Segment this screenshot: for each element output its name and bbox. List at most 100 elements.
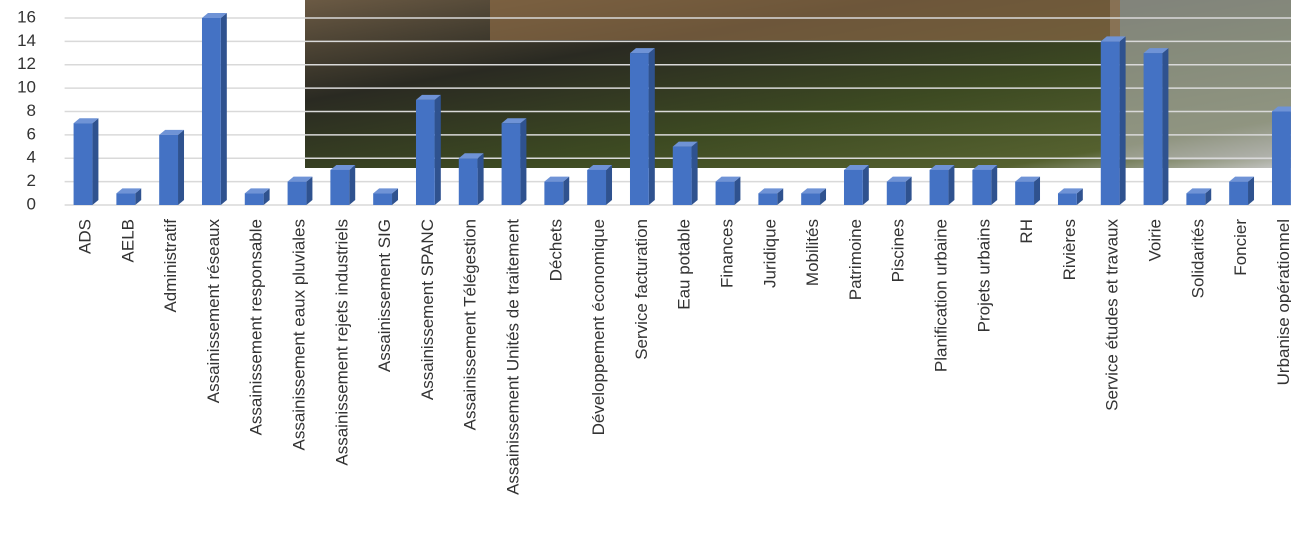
x-tick-label: Patrimoine [846,219,865,300]
bar-side [1248,176,1255,205]
bar-side [92,118,99,205]
y-tick-label: 8 [27,101,36,120]
bar-side [820,188,827,205]
bar [843,169,863,205]
x-tick-label: Planification urbaine [931,219,950,372]
bar-side [991,164,998,205]
x-tick-label: AELB [118,219,137,262]
bar-top [501,118,527,124]
bar-side [1162,48,1169,205]
bar-top [929,164,955,170]
x-tick-label: Déchets [546,219,565,281]
bar [587,169,607,205]
bar [1057,193,1077,205]
bar-top [843,164,869,170]
bar-top [458,153,484,159]
bar [929,169,949,205]
bar [629,53,649,205]
bar-side [948,164,955,205]
bar [373,193,393,205]
bar [415,99,435,205]
bar [159,134,179,205]
y-tick-label: 10 [17,78,36,97]
bar [1271,111,1291,205]
x-tick-label: Service facturation [632,219,651,360]
bar-side [1034,176,1041,205]
bar-top [544,176,570,182]
x-tick-label: Assainissement Télégestion [461,219,480,430]
y-tick-label: 12 [17,54,36,73]
bar-top [1143,48,1169,54]
bar-top [373,188,399,194]
bar-side [178,129,185,205]
bar-top [330,164,356,170]
bar [758,193,778,205]
bar-top [1229,176,1255,182]
x-tick-label: Juridique [760,219,779,288]
bar-top [972,164,998,170]
bar-top [1100,36,1126,42]
x-tick-label: ADS [75,219,94,254]
background-photo-fence [490,0,1120,40]
bar-top [715,176,741,182]
x-tick-label: Urbanise opérationnel [1274,219,1291,385]
x-tick-label: Solidarités [1188,219,1207,298]
bar-side [777,188,784,205]
background-photo-wall [1110,0,1291,160]
bar-top [244,188,270,194]
x-tick-label: Assainissement Unités de traitement [503,219,522,495]
x-tick-label: Assainissement responsable [247,219,266,435]
bar-side [392,188,399,205]
bar [201,18,221,205]
bar-side [1119,36,1126,205]
x-tick-label: Service études et travaux [1103,219,1122,411]
y-tick-label: 2 [27,171,36,190]
bar [287,181,307,205]
bar-top [73,118,99,124]
bar [715,181,735,205]
bar-top [672,141,698,147]
bar-top [758,188,784,194]
x-tick-label: Piscines [889,219,908,282]
bar [1143,53,1163,205]
bar-top [287,176,313,182]
bar-side [306,176,313,205]
bar [458,158,478,205]
x-tick-label: Foncier [1231,219,1250,276]
bar [1229,181,1249,205]
y-tick-label: 4 [27,148,36,167]
bar-side [862,164,869,205]
bar-side [1076,188,1083,205]
bar-side [220,13,227,205]
bar [672,146,692,205]
bar-side [648,48,655,205]
bar [1100,41,1120,205]
bar-top [587,164,613,170]
bar-top [629,48,655,54]
y-tick-label: 16 [17,7,36,26]
x-tick-label: Assainissement SIG [375,219,394,372]
x-tick-label: Finances [717,219,736,288]
x-tick-label: Eau potable [675,219,694,310]
bar-top [886,176,912,182]
bar-side [563,176,570,205]
bar-side [135,188,142,205]
bar-top [1186,188,1212,194]
y-tick-label: 14 [17,31,36,50]
bar [801,193,821,205]
bar-side [263,188,270,205]
x-tick-label: RH [1017,219,1036,244]
bar [244,193,264,205]
y-tick-label: 6 [27,124,36,143]
bar-side [905,176,912,205]
bar-side [349,164,356,205]
bar-side [434,94,441,205]
bar [330,169,350,205]
x-tick-label: Projets urbains [974,219,993,332]
x-tick-label: Administratif [161,219,180,313]
x-tick-label: Voirie [1145,219,1164,262]
bar-top [415,94,441,100]
bar-side [520,118,527,205]
